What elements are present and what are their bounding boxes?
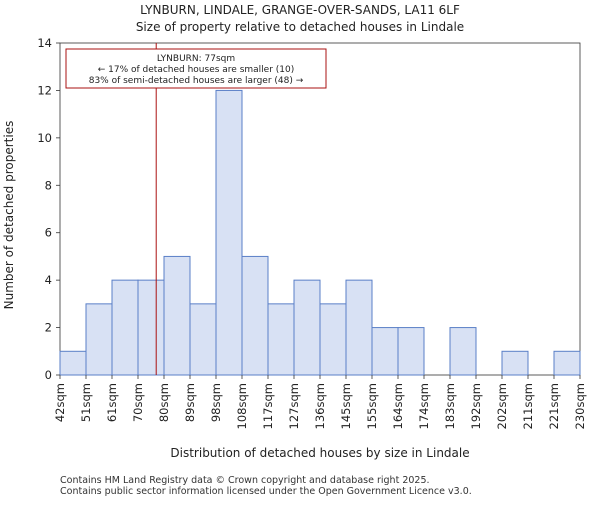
x-axis-label: Distribution of detached houses by size … (170, 446, 469, 460)
annotation-line-2: ← 17% of detached houses are smaller (10… (98, 65, 295, 75)
histogram-bar (267, 303, 295, 376)
histogram-bar (137, 279, 165, 376)
footer-line-2: Contains public sector information licen… (60, 486, 472, 497)
x-tick-label: 202sqm (495, 383, 509, 429)
x-tick-label: 80sqm (157, 383, 171, 422)
x-tick-label: 145sqm (339, 383, 353, 429)
annotation-line-1: LYNBURN: 77sqm (157, 54, 235, 64)
histogram-bar (371, 327, 399, 376)
x-axis: 42sqm 51sqm 61sqm 70sqm 80sqm 89sqm 98sqm 108sq… (53, 375, 587, 429)
chart-subtitle: Size of property relative to detached ho… (136, 20, 464, 34)
y-tick-label: 4 (45, 273, 52, 287)
annotation-box (65, 48, 327, 89)
x-tick-label: 136sqm (313, 383, 327, 429)
y-tick-label: 14 (37, 36, 52, 50)
x-tick-label: 211sqm (521, 383, 535, 429)
x-tick-label: 51sqm (79, 383, 93, 422)
histogram-bar (163, 255, 191, 376)
y-tick-label: 12 (37, 83, 52, 97)
y-axis: 0 2 4 6 8 10 12 14 (37, 36, 60, 382)
histogram-bar (241, 255, 269, 376)
plot-area: 0 2 4 6 8 10 12 14 42sqm 51sqm 61sqm 70sqm 80sqm 89s… (37, 36, 587, 429)
x-tick-label: 61sqm (105, 383, 119, 422)
annotation-line-3: 83% of semi-detached houses are larger (… (89, 76, 304, 86)
histogram-bar (345, 279, 373, 376)
y-tick-label: 0 (45, 368, 52, 382)
x-tick-label: 192sqm (469, 383, 483, 429)
property-annotation: LYNBURN: 77sqm ← 17% of detached houses … (65, 48, 327, 89)
x-tick-label: 89sqm (183, 383, 197, 422)
chart-title: LYNBURN, LINDALE, GRANGE-OVER-SANDS, LA1… (140, 3, 460, 17)
histogram-bar (501, 350, 529, 376)
histogram-bar (111, 279, 139, 376)
x-tick-label: 164sqm (391, 383, 405, 429)
footer-line-1: Contains HM Land Registry data © Crown c… (60, 475, 430, 486)
x-tick-label: 155sqm (365, 383, 379, 429)
histogram-bar (449, 327, 477, 376)
histogram-bar (59, 350, 87, 376)
x-tick-label: 70sqm (131, 383, 145, 422)
x-tick-label: 98sqm (209, 383, 223, 422)
x-tick-label: 183sqm (443, 383, 457, 429)
x-tick-label: 117sqm (261, 383, 275, 429)
y-tick-label: 10 (37, 131, 52, 145)
histogram-bar (319, 303, 347, 376)
histogram-bar (215, 89, 243, 376)
histogram-bar (189, 303, 217, 376)
x-tick-label: 221sqm (547, 383, 561, 429)
histogram-bar (397, 327, 425, 376)
x-tick-label: 230sqm (573, 383, 587, 429)
x-tick-label: 174sqm (417, 383, 431, 429)
y-tick-label: 2 (45, 321, 52, 335)
x-tick-label: 108sqm (235, 383, 249, 429)
x-tick-label: 127sqm (287, 383, 301, 429)
histogram-bar (293, 279, 321, 376)
histogram-bar (85, 303, 113, 376)
y-tick-label: 6 (45, 226, 52, 240)
y-axis-label: Number of detached properties (2, 121, 16, 310)
bars (59, 89, 581, 376)
x-tick-label: 42sqm (53, 383, 67, 422)
histogram-bar (553, 350, 581, 376)
y-tick-label: 8 (45, 178, 52, 192)
